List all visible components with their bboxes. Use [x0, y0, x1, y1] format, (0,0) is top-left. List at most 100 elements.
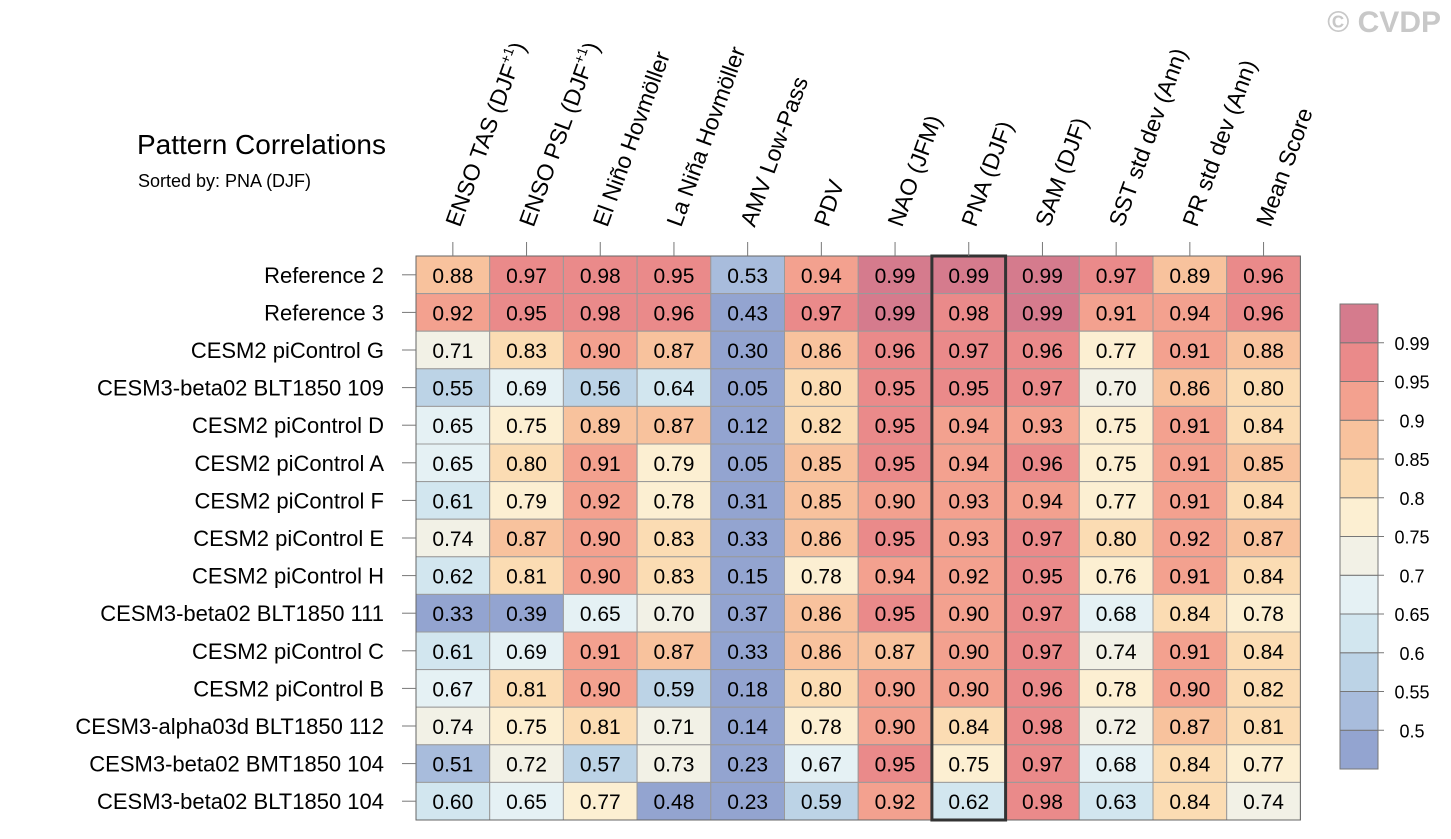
cell-value: 0.96: [1243, 302, 1284, 325]
colorbar-swatch-1: [1339, 729, 1379, 770]
cell-8-4: [636, 518, 712, 558]
cell-14-12: [1226, 744, 1301, 783]
row-label-10: CESM3-beta02 BLT1850 111: [100, 601, 384, 626]
cell-value: 0.93: [948, 528, 989, 551]
heatmap-cells: 0.88 0.97 0.98 0.95 0.53 0.94 0.99 0.99 0.99 0.97…: [415, 254, 1301, 822]
cell-10-11: [1152, 593, 1228, 633]
column-label-5: AMV Low-Pass: [735, 73, 813, 230]
cell-9-1: [415, 556, 491, 595]
cell-value: 0.98: [948, 302, 989, 325]
cell-11-3: [562, 631, 638, 671]
cell-value: 0.73: [654, 754, 695, 777]
cell-value: 0.78: [801, 566, 842, 589]
cell-value: 0.83: [506, 340, 547, 363]
cell-value: 0.90: [948, 641, 989, 664]
cell-14-5: [710, 744, 785, 783]
cell-value: 0.12: [727, 415, 768, 438]
cell-value: 0.83: [654, 528, 695, 551]
cell-value: 0.39: [506, 603, 547, 626]
cell-12-6: [784, 669, 859, 708]
cell-9-3: [562, 556, 638, 595]
cell-value: 0.88: [432, 265, 473, 288]
cell-7-1: [415, 481, 491, 520]
cell-value: 0.37: [727, 603, 768, 626]
cell-value: 0.61: [432, 490, 473, 513]
cell-value: 0.56: [580, 378, 621, 401]
cell-value: 0.31: [727, 490, 768, 513]
cell-value: 0.69: [506, 378, 547, 401]
column-label-1: ENSO TAS (DJF+1): [438, 38, 531, 230]
cell-11-6: [784, 631, 859, 671]
cell-value: 0.65: [580, 603, 621, 626]
cell-value: 0.78: [801, 716, 842, 739]
cell-11-11: [1152, 631, 1228, 671]
cell-value: 0.43: [727, 302, 768, 325]
cell-value: 0.84: [1243, 641, 1284, 664]
colorbar-swatch-8: [1339, 458, 1379, 499]
cell-value: 0.90: [580, 340, 621, 363]
cell-6-10: [1078, 443, 1154, 483]
cell-value: 0.95: [875, 453, 916, 476]
cell-value: 0.97: [1022, 528, 1063, 551]
row-label-6: CESM2 piControl A: [194, 451, 384, 476]
cell-value: 0.64: [654, 378, 695, 401]
cell-8-11: [1152, 518, 1228, 558]
column-label-6: PDV: [809, 176, 850, 230]
cell-2-7: [857, 293, 933, 332]
cell-value: 0.96: [1022, 678, 1063, 701]
cell-15-4: [636, 781, 712, 821]
colorbar-swatch-10: [1339, 381, 1379, 421]
cell-1-1: [415, 255, 491, 295]
cell-value: 0.77: [1096, 490, 1137, 513]
cell-value: 0.86: [1169, 378, 1210, 401]
cell-13-8: [931, 706, 1007, 746]
cell-4-3: [562, 368, 638, 407]
cell-7-6: [784, 481, 859, 520]
cell-value: 0.91: [1096, 302, 1137, 325]
cell-13-6: [784, 706, 859, 746]
cell-10-8: [931, 593, 1007, 633]
cell-5-11: [1152, 405, 1228, 445]
cell-value: 0.90: [875, 678, 916, 701]
cell-value: 0.80: [801, 378, 842, 401]
cell-value: 0.91: [1169, 641, 1210, 664]
cell-value: 0.59: [801, 791, 842, 814]
row-label-11: CESM2 piControl C: [192, 639, 384, 664]
cell-7-12: [1226, 481, 1301, 520]
colorbar-label: 0.75: [1394, 528, 1429, 548]
cell-value: 0.80: [1243, 378, 1284, 401]
cell-value: 0.95: [506, 302, 547, 325]
cell-10-5: [710, 593, 785, 633]
colorbar-swatch-6: [1339, 536, 1379, 576]
cell-value: 0.81: [506, 566, 547, 589]
cell-value: 0.81: [506, 678, 547, 701]
cell-value: 0.74: [1096, 641, 1137, 664]
cell-9-7: [857, 556, 933, 595]
colorbar-label: 0.65: [1394, 605, 1429, 625]
cell-value: 0.23: [727, 754, 768, 777]
cell-value: 0.84: [1169, 791, 1210, 814]
cell-value: 0.99: [875, 302, 916, 325]
cell-7-2: [489, 481, 564, 520]
cell-value: 0.33: [432, 603, 473, 626]
cell-value: 0.75: [506, 415, 547, 438]
column-labels: ENSO TAS (DJF+1)ENSO PSL (DJF+1)El Niño …: [438, 38, 1318, 256]
row-label-15: CESM3-beta02 BLT1850 104: [97, 789, 384, 814]
cell-3-4: [636, 330, 712, 370]
cell-value: 0.77: [1096, 340, 1137, 363]
colorbar-swatch-11: [1339, 342, 1379, 382]
cell-9-12: [1226, 556, 1301, 595]
row-label-8: CESM2 piControl E: [193, 526, 384, 551]
cell-5-2: [489, 405, 564, 445]
cell-value: 0.68: [1096, 603, 1137, 626]
cell-value: 0.90: [580, 528, 621, 551]
cell-value: 0.94: [801, 265, 842, 288]
cell-value: 0.84: [1243, 566, 1284, 589]
cell-14-7: [857, 744, 933, 783]
cell-value: 0.91: [580, 641, 621, 664]
row-label-14: CESM3-beta02 BMT1850 104: [89, 752, 384, 777]
cell-6-8: [931, 443, 1007, 483]
watermark: © CVDP: [1327, 6, 1441, 39]
cell-value: 0.72: [506, 754, 547, 777]
cell-4-9: [1005, 368, 1080, 407]
